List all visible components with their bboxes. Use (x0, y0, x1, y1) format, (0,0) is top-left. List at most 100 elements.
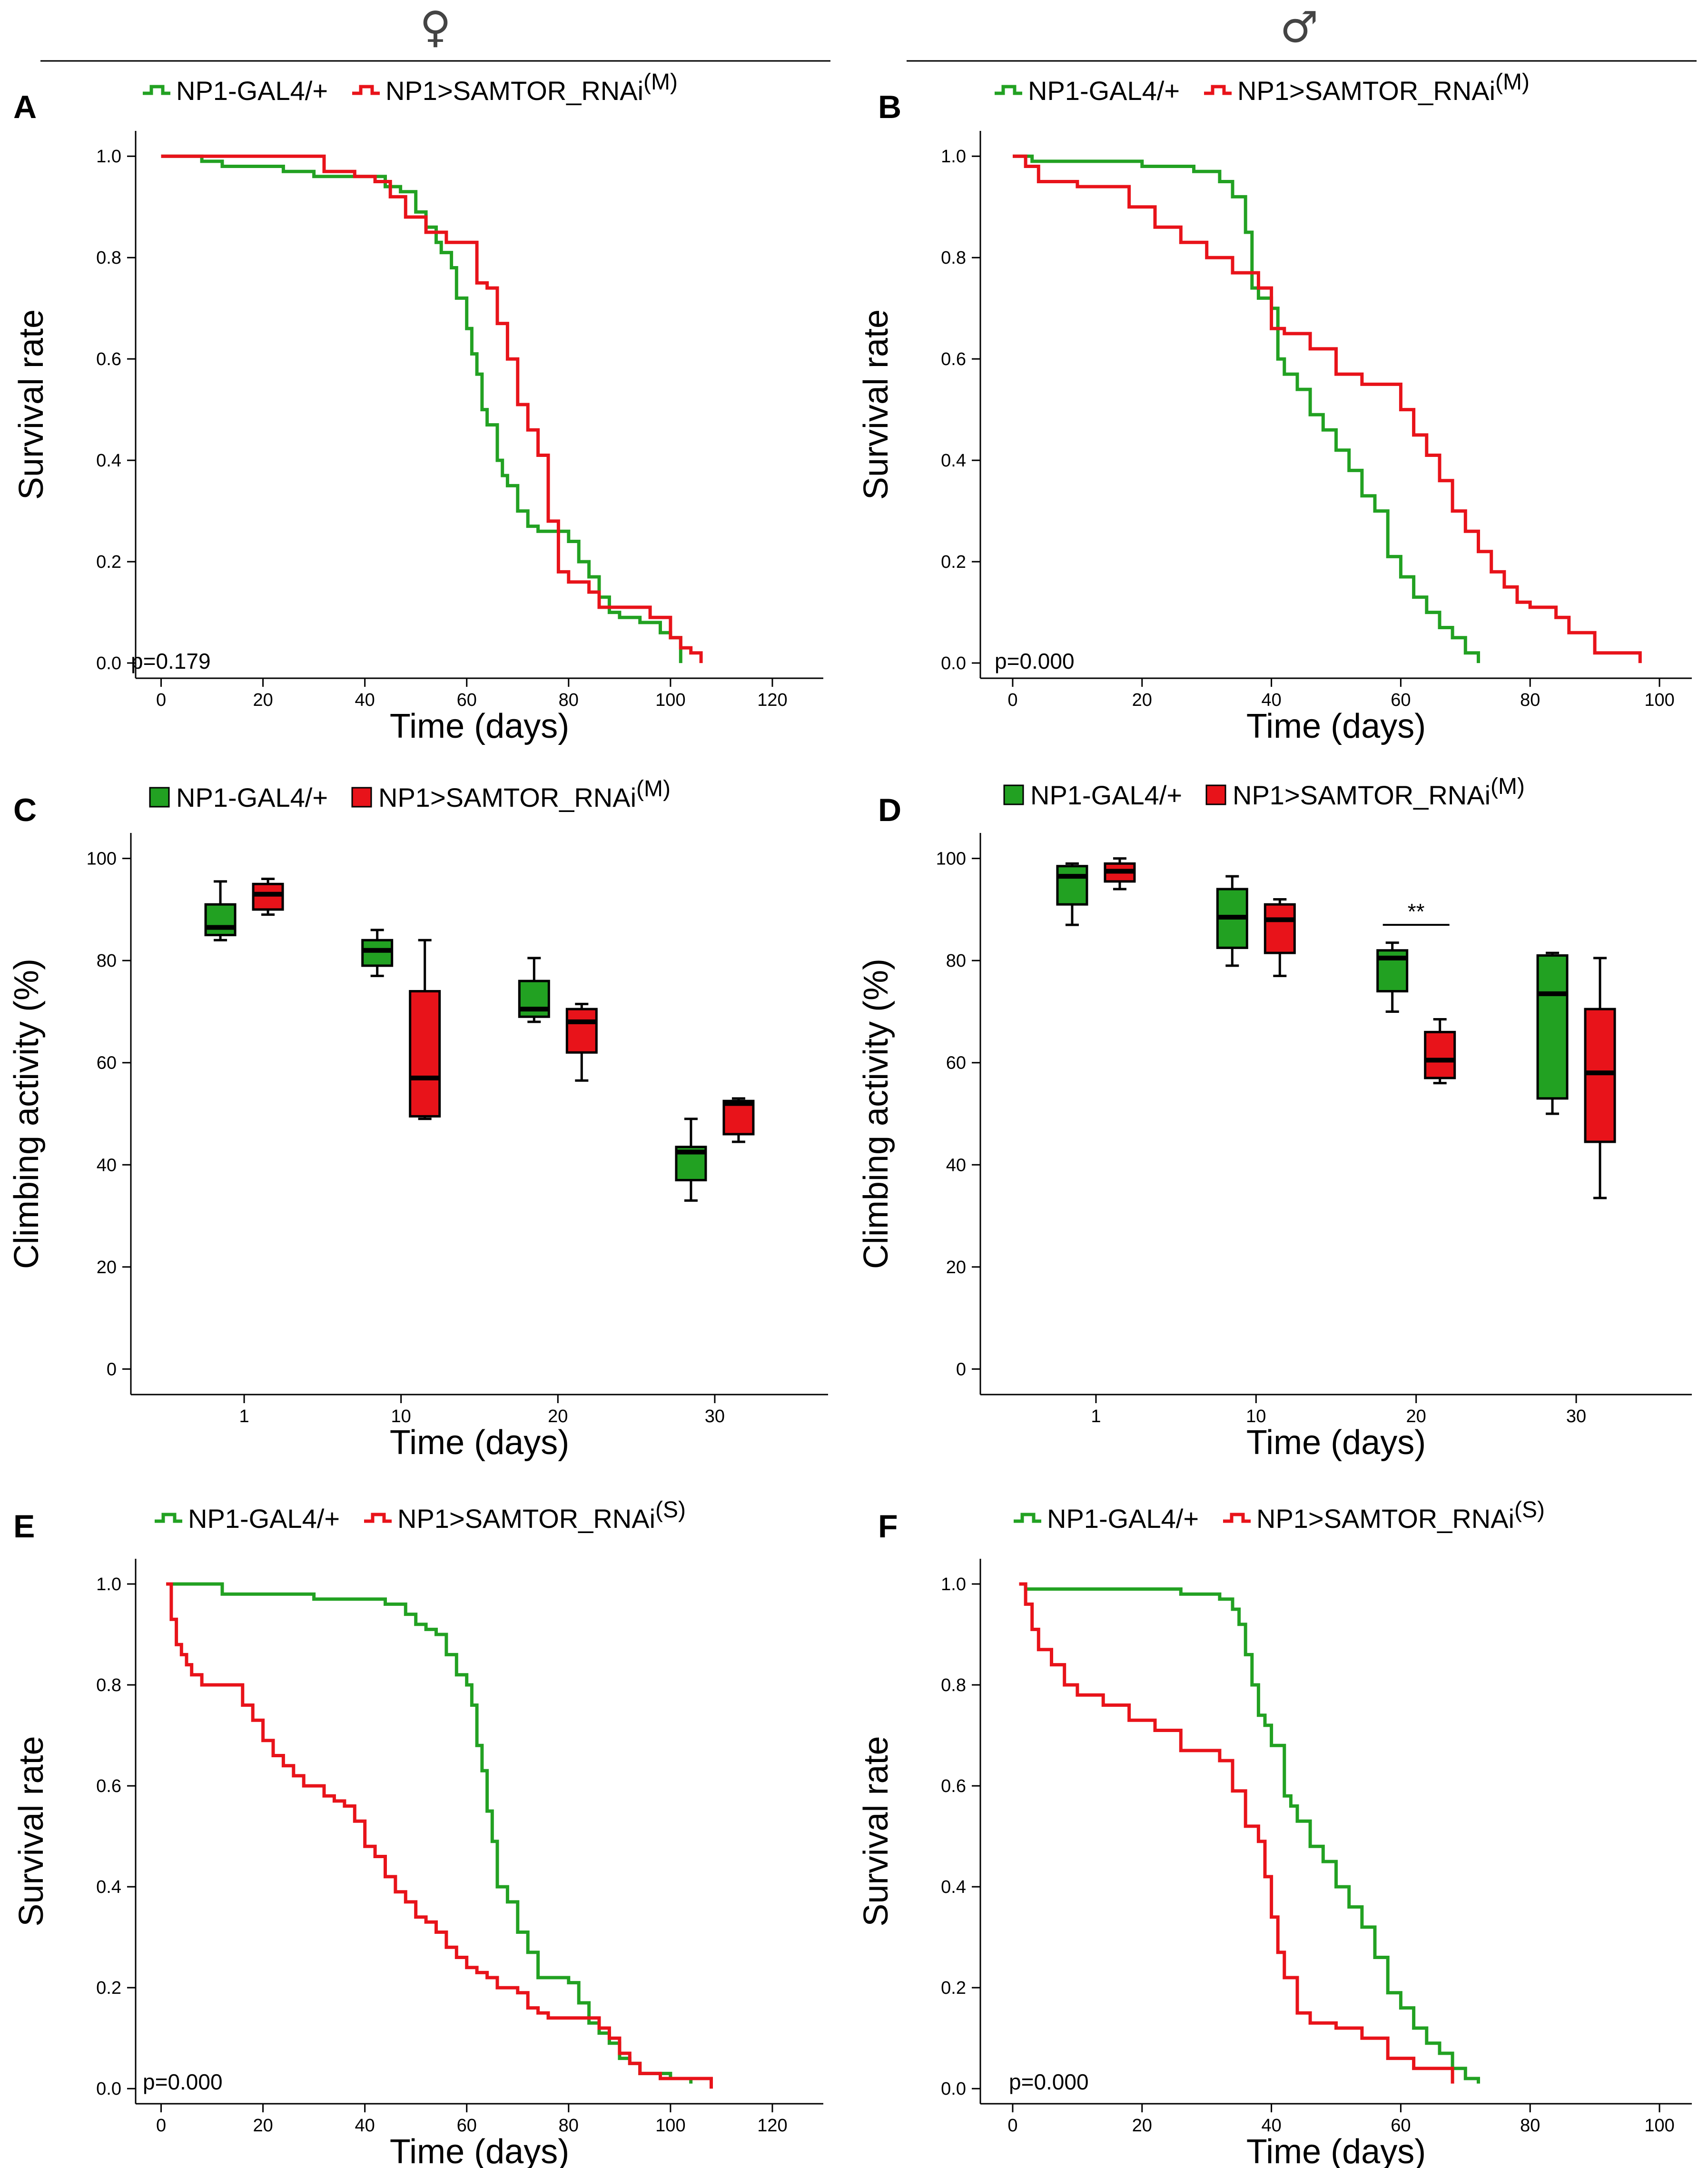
box-iqr (361, 939, 394, 967)
legend-label-control: NP1-GAL4/+ (176, 76, 328, 106)
panel-letter-c: C (13, 792, 37, 828)
legend-label-superscript: (M) (636, 776, 671, 802)
legend-label-text: NP1-GAL4/+ (176, 782, 328, 812)
box-iqr (722, 1099, 755, 1136)
x-tick-label: 10 (391, 1406, 411, 1426)
legend-label-control: NP1-GAL4/+ (176, 782, 328, 812)
x-tick-label: 100 (1644, 2116, 1674, 2136)
y-tick-label: 0.8 (941, 1675, 966, 1695)
y-tick-label: 0.4 (941, 451, 966, 471)
box-iqr (1584, 1008, 1616, 1143)
x-axis-title: Time (days) (1246, 2133, 1426, 2168)
x-tick-label: 1 (1091, 1406, 1101, 1426)
legend-label-text: NP1>SAMTOR_RNAi (1237, 76, 1495, 106)
x-tick-label: 20 (253, 2116, 273, 2136)
box-iqr (252, 882, 284, 911)
box-iqr (1424, 1030, 1456, 1079)
legend-label-superscript: (S) (655, 1497, 686, 1523)
y-tick-label: 0.4 (96, 1877, 121, 1897)
survival-curve-control (1013, 154, 1480, 663)
survival-curve-rnai (161, 154, 703, 663)
legend-label-rnai: NP1>SAMTOR_RNAi(S) (1256, 1497, 1545, 1534)
x-tick-label: 10 (1246, 1406, 1266, 1426)
x-tick-label: 100 (1644, 690, 1674, 710)
x-tick-label: 20 (1132, 690, 1152, 710)
boxplot-control (204, 880, 237, 941)
box-iqr (1056, 865, 1088, 906)
panel-b: B NP1-GAL4/+ NP1>SAMTOR_RNAi(M) Time (days)… (857, 69, 1692, 745)
legend-swatch-control (1003, 784, 1024, 805)
legend-label-superscript: (M) (1491, 774, 1525, 799)
legend-swatch-control (149, 787, 170, 808)
legend-label-superscript: (M) (643, 69, 678, 95)
x-tick-label: 100 (655, 2116, 685, 2136)
y-tick-label: 0.0 (941, 2079, 966, 2099)
legend-label-rnai: NP1>SAMTOR_RNAi(M) (378, 776, 671, 812)
x-tick-label: 80 (1520, 690, 1540, 710)
y-tick-label: 0.2 (941, 1978, 966, 1998)
y-tick-label: 0.6 (941, 349, 966, 369)
x-tick-label: 0 (1007, 2116, 1017, 2136)
legend-swatch-rnai (351, 787, 372, 808)
y-tick-label: 0.2 (941, 552, 966, 572)
y-tick-label: 0.0 (96, 2079, 121, 2099)
boxplot-rnai (722, 1097, 755, 1143)
legend-label-text: NP1>SAMTOR_RNAi (1233, 780, 1491, 810)
legend-line-rnai (364, 1513, 392, 1523)
panel-letter-e: E (13, 1508, 35, 1544)
panel-f: F NP1-GAL4/+ NP1>SAMTOR_RNAi(S) Time (days)… (857, 1497, 1692, 2168)
box-iqr (1536, 954, 1569, 1100)
boxplot-rnai (565, 1002, 598, 1082)
boxplot-control (1376, 941, 1409, 1013)
boxplot-control (675, 1118, 707, 1202)
legend-label-rnai: NP1>SAMTOR_RNAi(M) (385, 69, 678, 106)
x-tick-label: 40 (1261, 2116, 1281, 2136)
y-axis-title: Survival rate (12, 309, 50, 500)
y-axis-title: Survival rate (12, 1736, 50, 1926)
boxplot-control (1536, 951, 1569, 1115)
y-tick-label: 20 (946, 1257, 966, 1277)
x-tick-label: 30 (1566, 1406, 1586, 1426)
x-tick-label: 60 (457, 690, 477, 710)
box-iqr (409, 990, 441, 1118)
y-axis-title: Survival rate (857, 309, 895, 500)
legend-line-rnai (1223, 1513, 1251, 1523)
boxplot-rnai (1584, 957, 1616, 1199)
boxplot-rnai (1104, 857, 1136, 891)
y-tick-label: 0.8 (96, 248, 121, 268)
y-tick-label: 80 (946, 951, 966, 971)
panel-letter-d: D (878, 792, 901, 828)
x-tick-label: 20 (1406, 1406, 1426, 1426)
x-tick-label: 80 (559, 2116, 579, 2136)
y-axis-title: Climbing activity (%) (8, 959, 46, 1269)
x-tick-label: 0 (1007, 690, 1017, 710)
panel-d: D NP1-GAL4/+ NP1>SAMTOR_RNAi(M) Time (days)… (857, 774, 1692, 1462)
survival-curve-rnai (166, 1582, 713, 2089)
y-tick-label: 0.6 (941, 1776, 966, 1796)
x-tick-label: 100 (655, 690, 685, 710)
x-tick-label: 60 (457, 2116, 477, 2136)
y-axis-title: Survival rate (857, 1736, 895, 1926)
box-iqr (1264, 903, 1296, 954)
boxplot-rnai (1264, 898, 1296, 977)
boxplot-rnai (252, 878, 284, 916)
p-value-label: p=0.000 (1009, 2069, 1089, 2094)
legend-label-text: NP1-GAL4/+ (188, 1504, 340, 1534)
legend-label-text: NP1-GAL4/+ (1028, 76, 1180, 106)
boxplot-rnai (409, 939, 441, 1120)
survival-curve-rnai (1013, 154, 1642, 663)
x-axis-title: Time (days) (390, 2133, 569, 2168)
panel-letter-f: F (878, 1508, 898, 1544)
x-axis-title: Time (days) (1246, 1424, 1426, 1462)
legend-label-control: NP1-GAL4/+ (1028, 76, 1180, 106)
legend-line-control (143, 85, 170, 95)
panel-e: E NP1-GAL4/+ NP1>SAMTOR_RNAi(S) Time (days)… (12, 1497, 823, 2168)
y-tick-label: 1.0 (96, 1574, 121, 1594)
legend-label-control: NP1-GAL4/+ (188, 1504, 340, 1534)
legend-line-control (1014, 1513, 1041, 1523)
x-tick-label: 20 (548, 1406, 568, 1426)
y-tick-label: 0.2 (96, 552, 121, 572)
legend-label-text: NP1-GAL4/+ (176, 76, 328, 106)
panels: A NP1-GAL4/+ NP1>SAMTOR_RNAi(M)Time (days)… (8, 69, 1692, 2168)
